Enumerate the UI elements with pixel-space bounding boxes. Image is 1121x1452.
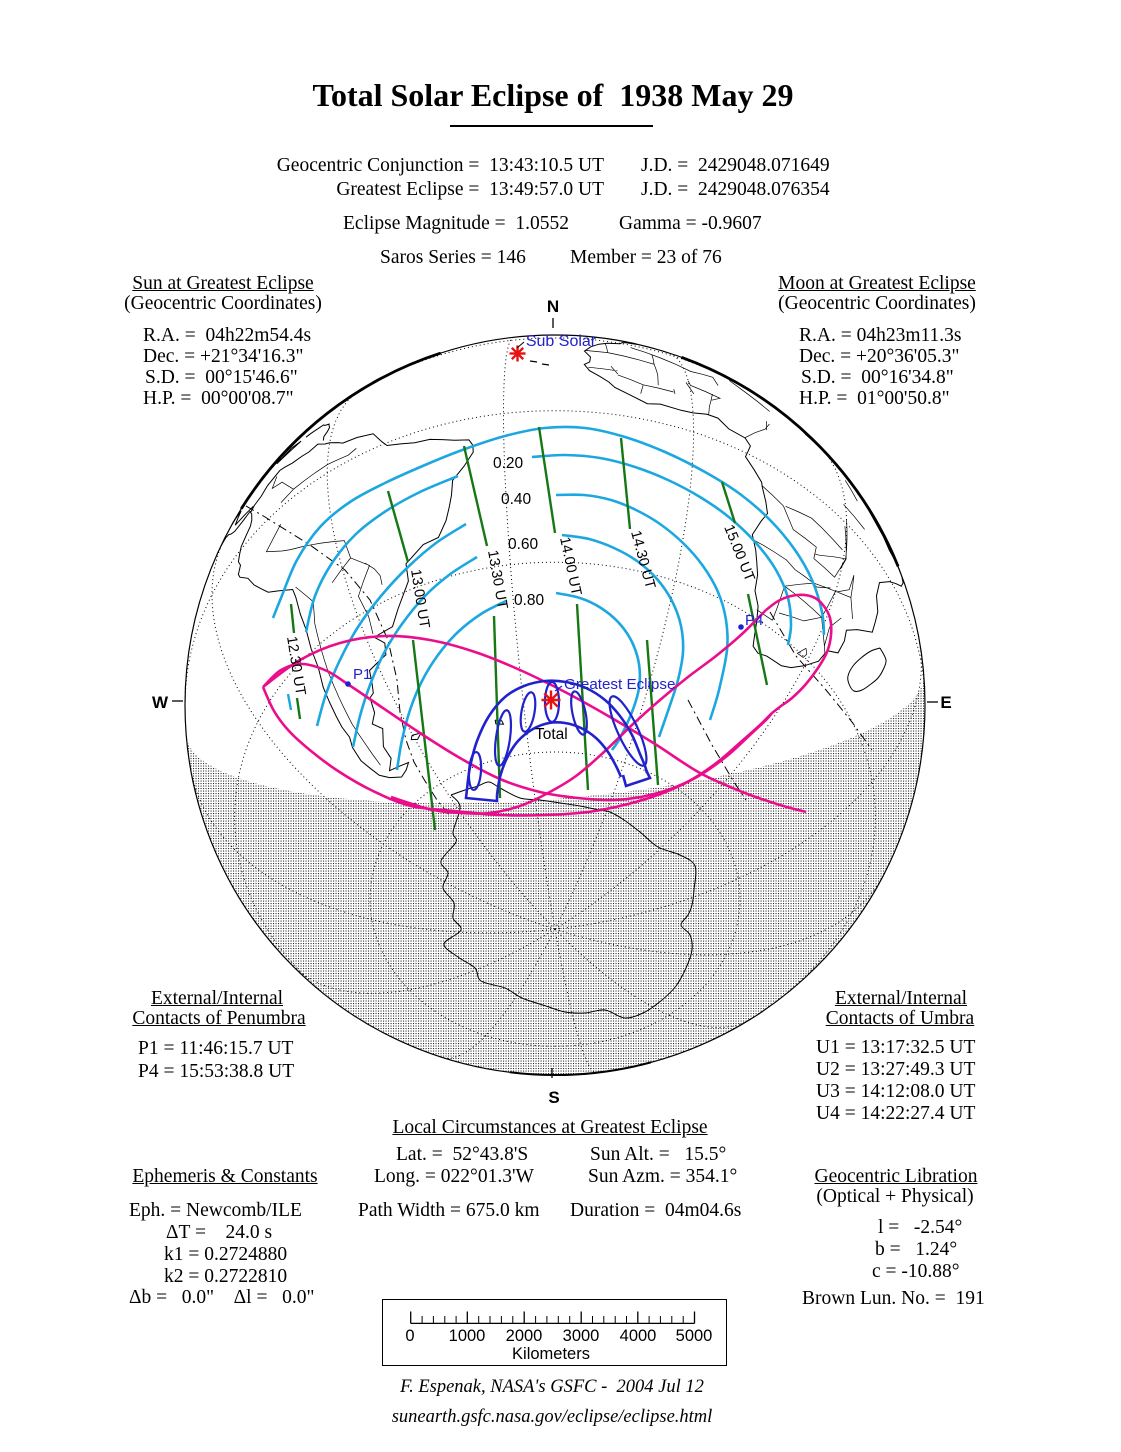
svg-text:0.80: 0.80 bbox=[514, 592, 545, 609]
svg-text:0.20: 0.20 bbox=[493, 455, 524, 472]
svg-text:S: S bbox=[548, 1088, 559, 1107]
svg-text:Greatest Eclipse: Greatest Eclipse bbox=[564, 676, 675, 693]
svg-text:P4: P4 bbox=[745, 612, 763, 629]
svg-text:W: W bbox=[152, 693, 169, 712]
svg-text:0.60: 0.60 bbox=[508, 536, 539, 553]
svg-text:N: N bbox=[547, 297, 559, 316]
svg-text:14.00 UT: 14.00 UT bbox=[556, 536, 584, 598]
svg-text:Total: Total bbox=[535, 726, 568, 743]
svg-text:15.00 UT: 15.00 UT bbox=[720, 523, 757, 584]
svg-text:14.30 UT: 14.30 UT bbox=[627, 529, 658, 591]
svg-text:13.00 UT: 13.00 UT bbox=[407, 568, 432, 630]
svg-text:0.40: 0.40 bbox=[501, 491, 532, 508]
svg-text:Sub Solar: Sub Solar bbox=[526, 333, 597, 350]
svg-text:P1: P1 bbox=[353, 666, 371, 683]
svg-text:13.30 UT: 13.30 UT bbox=[484, 549, 510, 611]
svg-text:E: E bbox=[940, 693, 951, 712]
